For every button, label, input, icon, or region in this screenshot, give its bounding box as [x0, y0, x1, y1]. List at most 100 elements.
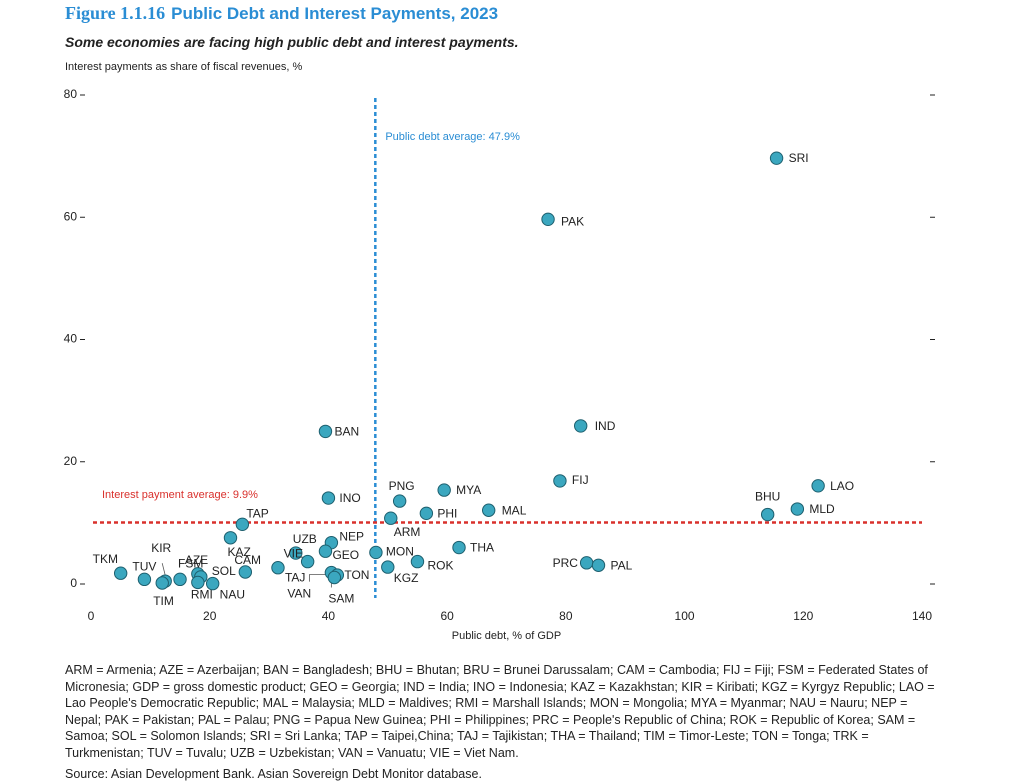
scatter-chart: 0 20 40 60 80 0 20 40 60 80 100 120 140 Public debt, … — [64, 87, 935, 642]
point-label-mon: MON — [386, 544, 414, 558]
point-label-nau: NAU — [220, 588, 245, 602]
point-label-prc: PRC — [553, 556, 579, 570]
leader-line-van — [308, 574, 326, 582]
point-kgz — [381, 560, 395, 574]
y-axis-title: Interest payments as share of fiscal rev… — [65, 61, 303, 73]
point-label-tim: TIM — [153, 594, 174, 608]
x-tick-label-0: 0 — [88, 609, 95, 623]
public-debt-average-label: Public debt average: 47.9% — [385, 131, 520, 143]
point-label-kgz: KGZ — [394, 571, 419, 585]
y-tick-label-1: 20 — [64, 454, 78, 468]
point-pal — [591, 558, 606, 572]
point-label-mya: MYA — [456, 483, 481, 497]
chart-source: Source: Asian Development Bank. Asian So… — [65, 767, 482, 781]
point-label-fij: FIJ — [572, 473, 589, 487]
point-label-sam: SAM — [328, 591, 354, 605]
x-tick-label-2: 40 — [322, 609, 336, 623]
point-label-pak: PAK — [561, 214, 584, 228]
x-tick-label-4: 80 — [559, 609, 573, 623]
point-mld — [790, 502, 805, 516]
point-label-kir: KIR — [151, 541, 171, 555]
point-arm — [384, 511, 398, 525]
point-mon — [369, 545, 383, 560]
x-tick-label-3: 60 — [440, 609, 454, 623]
point-prc — [579, 556, 594, 570]
point-label-uzb: UZB — [293, 532, 317, 546]
y-tick-label-0: 0 — [70, 576, 77, 590]
x-tick-label-5: 100 — [675, 609, 695, 623]
point-tim — [155, 576, 169, 590]
point-label-van: VAN — [287, 587, 311, 601]
point-label-ind: IND — [595, 419, 616, 433]
point-label-phi: PHI — [437, 506, 457, 520]
point-label-sri: SRI — [789, 151, 809, 165]
point-sri — [769, 151, 784, 165]
point-ino — [321, 491, 336, 505]
point-tap — [235, 517, 250, 532]
point-label-tuv: TUV — [132, 559, 156, 573]
point-rok — [410, 554, 425, 569]
point-phi — [419, 506, 434, 521]
point-tha — [452, 540, 466, 555]
point-label-ino: INO — [339, 491, 360, 505]
point-label-fsm: FSM — [178, 556, 203, 570]
point-label-taj: TAJ — [285, 571, 305, 585]
point-taj — [271, 561, 285, 575]
point-vie — [300, 554, 315, 569]
point-label-tha: THA — [470, 541, 494, 555]
point-label-nep: NEP — [339, 530, 364, 544]
point-mal — [481, 503, 496, 517]
figure-title-text: Public Debt and Interest Payments, 2023 — [171, 4, 499, 23]
chart-notes: ARM = Armenia; AZE = Azerbaijan; BAN = B… — [65, 663, 935, 760]
point-png — [392, 494, 407, 508]
leader-line-kir — [161, 563, 166, 576]
point-label-pal: PAL — [611, 558, 633, 572]
point-pak — [541, 212, 555, 227]
point-tkm — [113, 566, 128, 580]
x-axis-title: Public debt, % of GDP — [452, 630, 561, 642]
x-tick-label-7: 140 — [912, 609, 932, 623]
y-tick-label-3: 60 — [64, 209, 78, 223]
point-label-tkm: TKM — [93, 552, 118, 566]
point-fij — [553, 474, 567, 488]
point-label-rok: ROK — [427, 559, 453, 573]
point-ban — [318, 424, 333, 439]
x-tick-label-6: 120 — [793, 609, 813, 623]
point-mya — [437, 483, 451, 497]
figure-number: Figure 1.1.16 — [65, 3, 166, 23]
point-label-png: PNG — [389, 479, 415, 493]
point-ind — [573, 419, 588, 433]
point-tuv — [137, 572, 152, 587]
point-sam — [327, 570, 342, 585]
point-lao — [811, 479, 825, 493]
point-label-mal: MAL — [502, 503, 527, 517]
point-label-sol: SOL — [212, 564, 236, 578]
figure-title: Figure 1.1.16 Public Debt and Interest Pa… — [65, 3, 498, 24]
point-label-rmi: RMI — [191, 587, 213, 601]
point-uzb — [289, 546, 303, 560]
point-nau — [205, 576, 220, 591]
point-geo — [318, 544, 333, 558]
point-label-ton: TON — [344, 568, 369, 582]
point-label-kaz: KAZ — [227, 545, 250, 559]
point-label-lao: LAO — [830, 479, 854, 493]
x-tick-label-1: 20 — [203, 609, 217, 623]
point-kaz — [223, 531, 238, 545]
y-tick-label-2: 40 — [64, 332, 78, 346]
point-bhu — [760, 507, 775, 522]
point-label-bhu: BHU — [755, 490, 780, 504]
point-label-vie: VIE — [284, 547, 303, 561]
interest-payment-average-label: Interest payment average: 9.9% — [102, 489, 258, 501]
point-label-geo: GEO — [332, 548, 359, 562]
point-fsm — [173, 572, 187, 587]
point-label-ban: BAN — [334, 424, 359, 438]
point-rmi — [191, 575, 205, 590]
point-label-mld: MLD — [809, 502, 835, 516]
y-tick-label-4: 80 — [64, 87, 78, 101]
figure-subtitle: Some economies are facing high public de… — [65, 34, 519, 50]
point-cam — [238, 565, 253, 579]
point-label-cam: CAM — [234, 553, 261, 567]
point-label-aze: AZE — [185, 553, 208, 567]
point-label-arm: ARM — [394, 525, 421, 539]
point-label-tap: TAP — [246, 506, 268, 520]
